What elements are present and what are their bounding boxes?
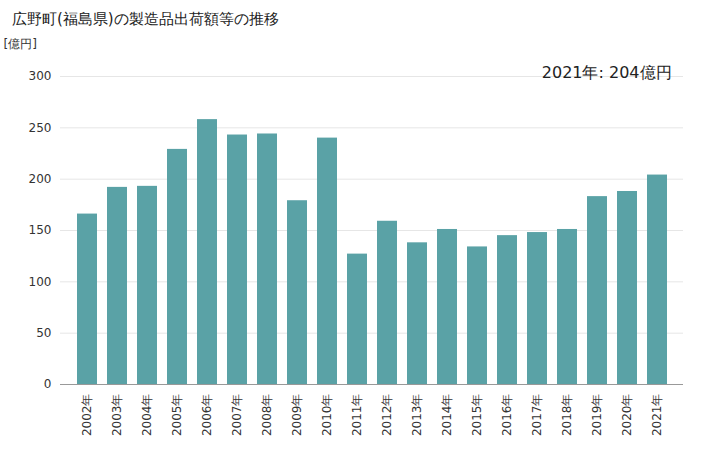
svg-text:2012年: 2012年 — [380, 394, 394, 437]
html-text:広野町(福島県)の製造品出荷額等の推移: 広野町(福島県)の製造品出荷額等の推移 — [12, 10, 279, 28]
svg-text:0: 0 — [44, 377, 52, 391]
svg-text:2009年: 2009年 — [290, 394, 304, 437]
svg-text:2021年: 204億円: 2021年: 204億円 — [542, 63, 672, 82]
svg-text:300: 300 — [29, 69, 52, 83]
svg-text:2016年: 2016年 — [500, 394, 514, 437]
svg-text:2018年: 2018年 — [560, 394, 574, 437]
svg-text:2021年: 2021年 — [650, 394, 664, 437]
svg-text:2014年: 2014年 — [440, 394, 454, 437]
svg-text:2008年: 2008年 — [260, 394, 274, 437]
svg-text:100: 100 — [29, 275, 52, 289]
svg-text:2004年: 2004年 — [140, 394, 154, 437]
svg-text:2011年: 2011年 — [350, 394, 364, 437]
svg-text:2007年: 2007年 — [230, 394, 244, 437]
svg-text:2015年: 2015年 — [470, 394, 484, 437]
svg-text:[億円]: [億円] — [4, 37, 37, 51]
svg-text:2003年: 2003年 — [110, 394, 124, 437]
svg-text:2005年: 2005年 — [170, 394, 184, 437]
svg-text:2017年: 2017年 — [530, 394, 544, 437]
svg-text:2019年: 2019年 — [590, 394, 604, 437]
svg-text:2013年: 2013年 — [410, 394, 424, 437]
svg-text:2002年: 2002年 — [80, 394, 94, 437]
svg-text:150: 150 — [29, 223, 52, 237]
svg-text:50: 50 — [36, 326, 51, 340]
svg-text:2020年: 2020年 — [620, 394, 634, 437]
svg-text:2010年: 2010年 — [320, 394, 334, 437]
svg-text:2006年: 2006年 — [200, 394, 214, 437]
svg-text:250: 250 — [29, 121, 52, 135]
svg-text:200: 200 — [29, 172, 52, 186]
